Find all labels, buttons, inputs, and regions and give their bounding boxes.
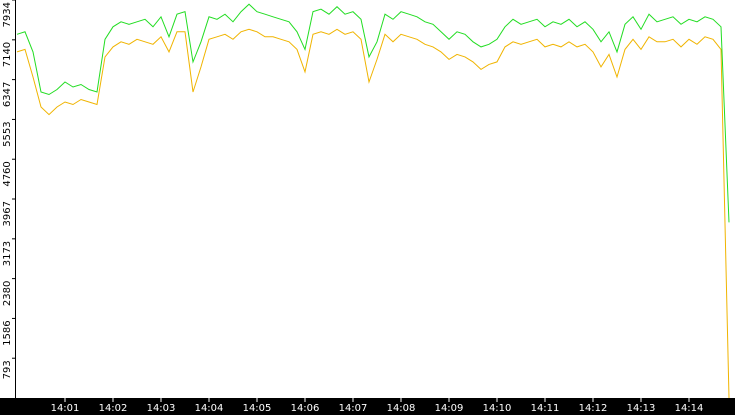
- x-tick-label: 14:14: [675, 403, 704, 414]
- x-tick-label: 14:07: [339, 403, 368, 414]
- y-tick-label: 1586: [2, 320, 13, 345]
- y-tick-label: 3967: [2, 201, 13, 226]
- x-tick-label: 14:13: [627, 403, 656, 414]
- series-line: [16, 3, 730, 223]
- x-tick-label: 14:06: [291, 403, 320, 414]
- x-tick-label: 14:09: [435, 403, 464, 414]
- y-tick-label: 5553: [2, 121, 13, 146]
- y-tick-label: 6347: [2, 82, 13, 107]
- y-tick-label: 2380: [2, 281, 13, 306]
- y-tick-label: 793: [2, 360, 13, 379]
- x-tick-label: 14:04: [195, 403, 224, 414]
- x-tick-label: 14:12: [579, 403, 608, 414]
- x-tick-label: 14:10: [483, 403, 512, 414]
- x-tick-label: 14:08: [387, 403, 416, 414]
- x-axis-band: [0, 398, 735, 415]
- y-tick-label: 4760: [2, 161, 13, 186]
- x-tick-label: 14:11: [531, 403, 560, 414]
- y-tick-label: 7934: [2, 2, 13, 27]
- x-tick-label: 14:05: [243, 403, 272, 414]
- y-tick-label: 7140: [2, 42, 13, 67]
- series-line: [16, 28, 730, 399]
- x-tick-label: 14:01: [51, 403, 80, 414]
- y-tick-label: 3173: [2, 241, 13, 266]
- x-tick-label: 14:02: [99, 403, 128, 414]
- x-tick-label: 14:03: [147, 403, 176, 414]
